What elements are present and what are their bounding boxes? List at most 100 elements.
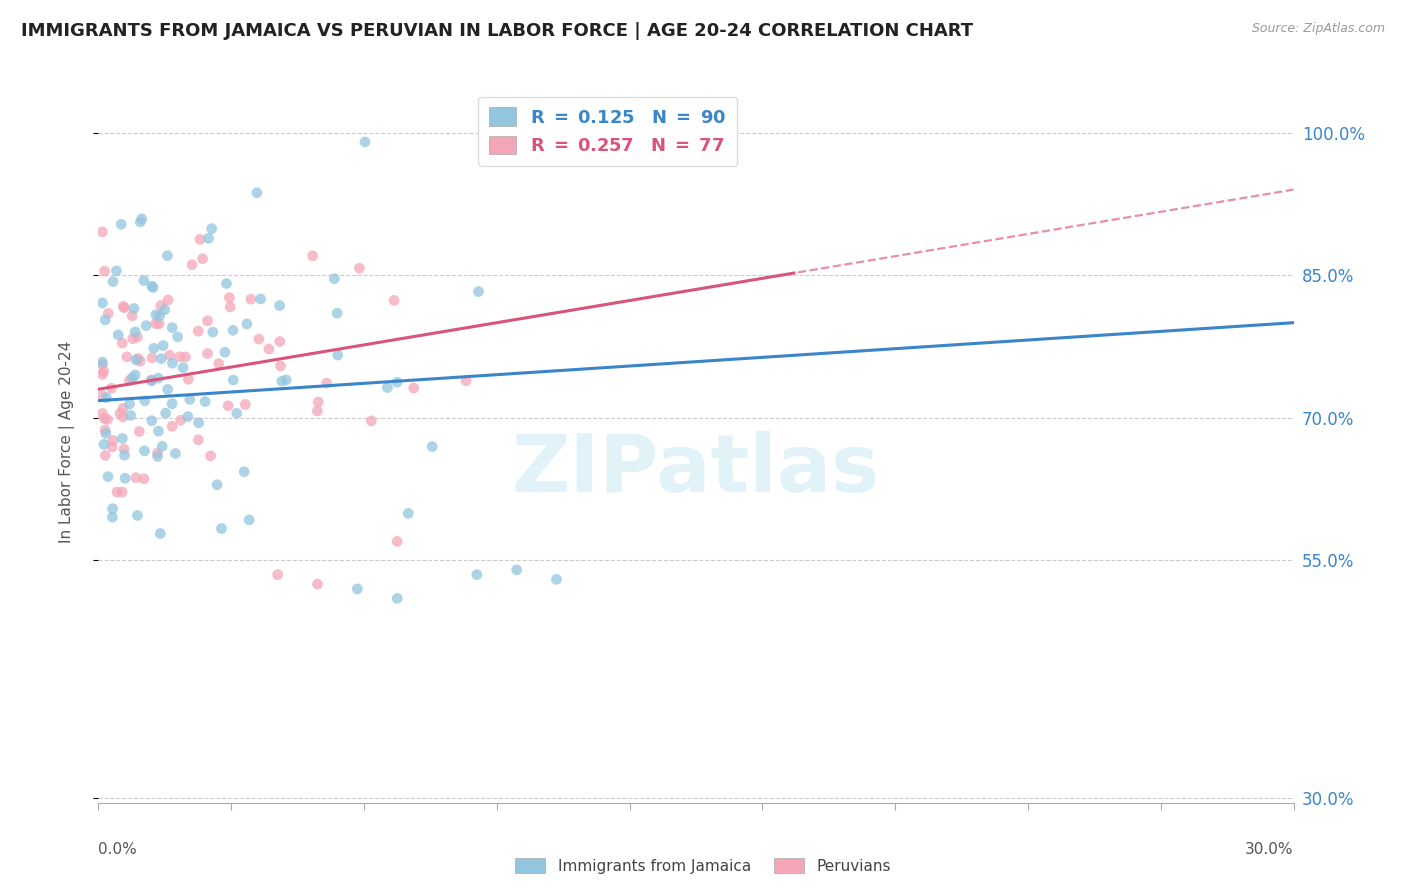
Point — [276, 373, 298, 387]
Point — [145, 308, 167, 322]
Point — [94, 426, 117, 441]
Point — [181, 258, 204, 272]
Point — [148, 424, 170, 438]
Point — [135, 318, 157, 333]
Point — [420, 440, 443, 454]
Point — [155, 406, 177, 420]
Point — [177, 409, 200, 424]
Point — [148, 317, 170, 331]
Point — [323, 271, 346, 285]
Point — [152, 338, 174, 352]
Point — [187, 324, 209, 338]
Text: 30.0%: 30.0% — [1246, 842, 1294, 856]
Text: Source: ZipAtlas.com: Source: ZipAtlas.com — [1251, 22, 1385, 36]
Point — [141, 351, 163, 365]
Point — [349, 261, 371, 276]
Point — [177, 372, 200, 386]
Point — [97, 306, 120, 320]
Point — [187, 416, 209, 430]
Point — [506, 563, 529, 577]
Point — [112, 301, 135, 315]
Point — [105, 264, 128, 278]
Point — [201, 221, 224, 235]
Point — [197, 346, 219, 360]
Point — [179, 392, 201, 407]
Point — [93, 264, 115, 278]
Text: ZIPatlas: ZIPatlas — [512, 432, 880, 509]
Point — [233, 465, 256, 479]
Point — [112, 300, 135, 314]
Point — [134, 443, 156, 458]
Point — [114, 448, 136, 462]
Point — [267, 567, 290, 582]
Point — [107, 327, 129, 342]
Point — [188, 232, 211, 246]
Point — [215, 277, 238, 291]
Point — [93, 411, 115, 425]
Point — [166, 330, 188, 344]
Point — [354, 135, 377, 149]
Point — [246, 186, 269, 200]
Point — [150, 439, 173, 453]
Point — [101, 434, 124, 448]
Point — [160, 419, 183, 434]
Point — [100, 381, 122, 395]
Point — [96, 391, 118, 405]
Point — [111, 485, 134, 500]
Legend: $\mathbf{R}$ $\mathbf{=}$ $\bf{0.125}$   $\mathbf{N}$ $\mathbf{=}$ $\bf{90}$, $\: $\mathbf{R}$ $\mathbf{=}$ $\bf{0.125}$ $… — [478, 96, 737, 166]
Point — [396, 507, 419, 521]
Point — [307, 395, 329, 409]
Point — [201, 325, 224, 339]
Point — [146, 450, 169, 464]
Point — [169, 350, 191, 364]
Point — [105, 485, 128, 500]
Point — [112, 409, 135, 424]
Point — [307, 577, 329, 591]
Point — [141, 279, 163, 293]
Point — [96, 412, 118, 426]
Point — [148, 371, 170, 385]
Point — [141, 373, 163, 387]
Point — [269, 334, 291, 349]
Point — [94, 448, 117, 462]
Point — [125, 352, 148, 367]
Point — [93, 437, 115, 451]
Point — [129, 354, 152, 368]
Point — [121, 371, 143, 385]
Point — [159, 348, 181, 362]
Point — [110, 217, 132, 231]
Point — [194, 394, 217, 409]
Point — [121, 332, 143, 346]
Point — [217, 399, 239, 413]
Point — [385, 591, 409, 606]
Point — [360, 414, 382, 428]
Point — [402, 381, 425, 395]
Point — [118, 373, 141, 387]
Point — [114, 471, 136, 485]
Point — [118, 397, 141, 411]
Point — [382, 293, 405, 308]
Point — [145, 317, 167, 331]
Point — [153, 302, 176, 317]
Point — [111, 336, 134, 351]
Point — [456, 374, 478, 388]
Point — [112, 442, 135, 456]
Point — [269, 299, 291, 313]
Point — [218, 291, 240, 305]
Point — [162, 356, 184, 370]
Point — [467, 285, 489, 299]
Point — [546, 573, 568, 587]
Point — [131, 211, 153, 226]
Point — [132, 273, 155, 287]
Point — [156, 383, 179, 397]
Point — [301, 249, 323, 263]
Point — [101, 510, 124, 524]
Point — [219, 300, 242, 314]
Point — [122, 301, 145, 316]
Point — [115, 350, 138, 364]
Point — [174, 350, 197, 364]
Point — [132, 472, 155, 486]
Point — [142, 341, 165, 355]
Point — [91, 358, 114, 372]
Point — [157, 293, 180, 307]
